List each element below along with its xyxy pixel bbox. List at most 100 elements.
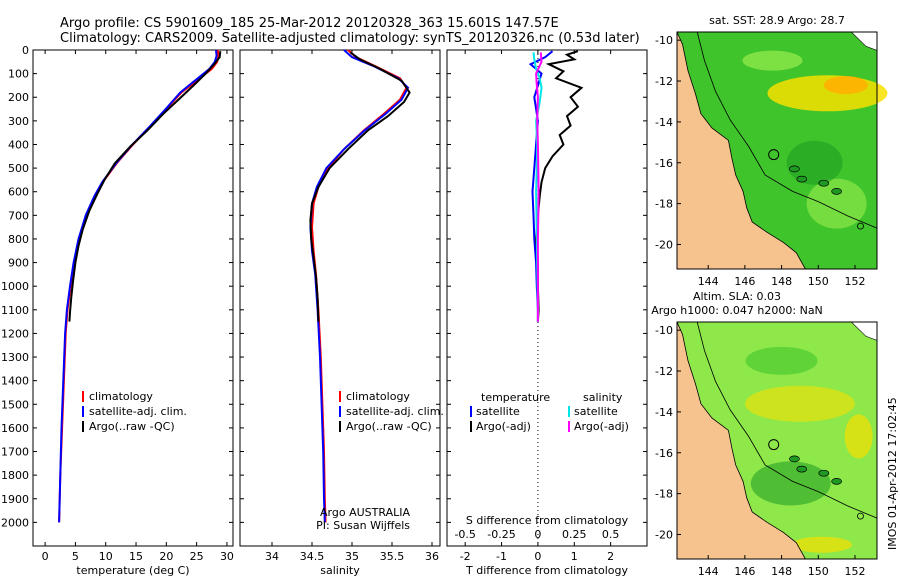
map-y-tick-label: -14 — [655, 406, 673, 419]
y-tick-label: 700 — [8, 209, 29, 222]
difference-frame — [446, 49, 648, 547]
temperature-xlabel: temperature (deg C) — [76, 564, 189, 577]
legend-salinity: salinity — [583, 391, 623, 404]
x-tick-label: 0 — [42, 550, 49, 563]
map-x-tick-label: 144 — [698, 275, 719, 288]
x-tick-label: -1 — [496, 550, 507, 563]
y-tick-label: 300 — [8, 115, 29, 128]
panel-annotation: PI: Susan Wijffels — [316, 519, 410, 532]
difference-xlabel: T difference from climatology — [465, 564, 628, 577]
salinity-profile-panel: 34 34.5 35 35.5 36 salinity climatology satelli… — [239, 49, 444, 577]
reef-outline — [831, 188, 842, 195]
salinity-frame — [239, 49, 441, 547]
x-tick-label: 5 — [72, 550, 79, 563]
island-marker — [857, 222, 864, 230]
s-tick-label: -0.5 — [454, 528, 475, 541]
dark-patch — [786, 140, 843, 185]
legend-label: Argo(-adj) — [574, 420, 629, 433]
y-tick-label: 1800 — [1, 469, 29, 482]
x-tick-label: 30 — [220, 550, 234, 563]
reef-outline — [796, 175, 808, 183]
y-tick-label: 1700 — [1, 446, 29, 459]
salinity-xlabel: salinity — [320, 564, 360, 577]
map-x-tick-label: 144 — [698, 565, 719, 578]
map-x-tick-label: 152 — [844, 565, 865, 578]
temperature-profile-panel: 0 5 10 15 20 25 30 temperature (deg C) 0 100 200 30… — [1, 44, 234, 577]
x-tick-label: 34.5 — [300, 550, 325, 563]
s-tick-label: -0.25 — [487, 528, 515, 541]
x-tick-label: 1 — [571, 550, 578, 563]
map-y-tick-label: -12 — [655, 75, 673, 88]
legend-label: climatology — [346, 390, 410, 403]
map-x-tick-label: 148 — [771, 275, 792, 288]
y-tick-label: 200 — [8, 91, 29, 104]
y-tick-label: 500 — [8, 162, 29, 175]
x-tick-label: 20 — [159, 550, 173, 563]
map-y-tick-label: -14 — [655, 116, 673, 129]
header-line2: Climatology: CARS2009. Satellite-adjuste… — [60, 31, 640, 46]
warm-patch — [791, 536, 852, 553]
x-tick-label: 25 — [190, 550, 204, 563]
map-title-line1: Altim. SLA: 0.03 — [693, 290, 781, 303]
x-tick-label: 35.5 — [380, 550, 405, 563]
s-tick-label: 0 — [534, 528, 541, 541]
legend-label: satellite — [476, 405, 520, 418]
y-tick-label: 1900 — [1, 493, 29, 506]
land-mass — [676, 321, 807, 560]
shelf-contour — [696, 321, 878, 519]
map-x-tick-label: 150 — [808, 275, 829, 288]
panel-annotation: Argo AUSTRALIA — [320, 506, 410, 519]
map-x-tick-label: 150 — [808, 565, 829, 578]
map-x-tick-label: 152 — [844, 275, 865, 288]
y-tick-label: 400 — [8, 138, 29, 151]
series-satellite-adj-clim- — [58, 49, 218, 523]
cool-patch — [742, 50, 803, 71]
x-tick-label: 10 — [99, 550, 113, 563]
reef-outline — [818, 469, 830, 477]
argo-position-marker — [768, 439, 780, 451]
map-y-tick-label: -20 — [655, 238, 673, 251]
x-tick-label: -2 — [460, 550, 471, 563]
map-y-tick-label: -10 — [655, 324, 673, 337]
legend-label: Argo(..raw -QC) — [89, 420, 175, 433]
y-tick-label: 900 — [8, 257, 29, 270]
y-tick-label: 1400 — [1, 375, 29, 388]
legend-label: satellite — [574, 405, 618, 418]
map-y-tick-label: -16 — [655, 447, 673, 460]
mid-patch — [745, 346, 818, 375]
y-tick-label: 1000 — [1, 280, 29, 293]
land-mass — [676, 31, 807, 270]
map-title-line2: Argo h1000: 0.047 h2000: NaN — [651, 304, 823, 317]
x-tick-label: 36 — [425, 550, 439, 563]
y-tick-label: 2000 — [1, 516, 29, 529]
y-tick-label: 0 — [22, 44, 29, 57]
sla-map-panel: 144 146 148 150 152 -10 -12 -14 -16 -18 -20 Altim. … — [651, 290, 878, 578]
map-y-tick-label: -16 — [655, 157, 673, 170]
map-x-tick-label: 146 — [734, 275, 755, 288]
legend-label: Argo(..raw -QC) — [346, 420, 432, 433]
map-y-tick-label: -12 — [655, 365, 673, 378]
x-tick-label: 35 — [345, 550, 359, 563]
legend-label: satellite-adj. clim. — [346, 405, 444, 418]
x-tick-label: 34 — [265, 550, 279, 563]
x-tick-label: 2 — [607, 550, 614, 563]
warm-patch — [744, 385, 855, 422]
x-tick-label: 0 — [534, 550, 541, 563]
map-y-tick-label: -18 — [655, 488, 673, 501]
reef-outline — [789, 455, 800, 463]
x-tick-label: 15 — [129, 550, 143, 563]
y-tick-label: 1100 — [1, 304, 29, 317]
y-tick-label: 1600 — [1, 422, 29, 435]
hot-patch — [823, 76, 868, 95]
reef-outline — [789, 165, 800, 173]
legend-label: Argo(-adj) — [476, 420, 531, 433]
cool-patch — [806, 178, 867, 229]
y-tick-label: 100 — [8, 68, 29, 81]
sla-map-frame — [676, 321, 878, 560]
argo-position-marker — [768, 149, 780, 161]
y-tick-label: 1500 — [1, 398, 29, 411]
legend-label: climatology — [89, 390, 153, 403]
series-s-argo — [535, 52, 543, 322]
reef-outline — [818, 179, 830, 187]
